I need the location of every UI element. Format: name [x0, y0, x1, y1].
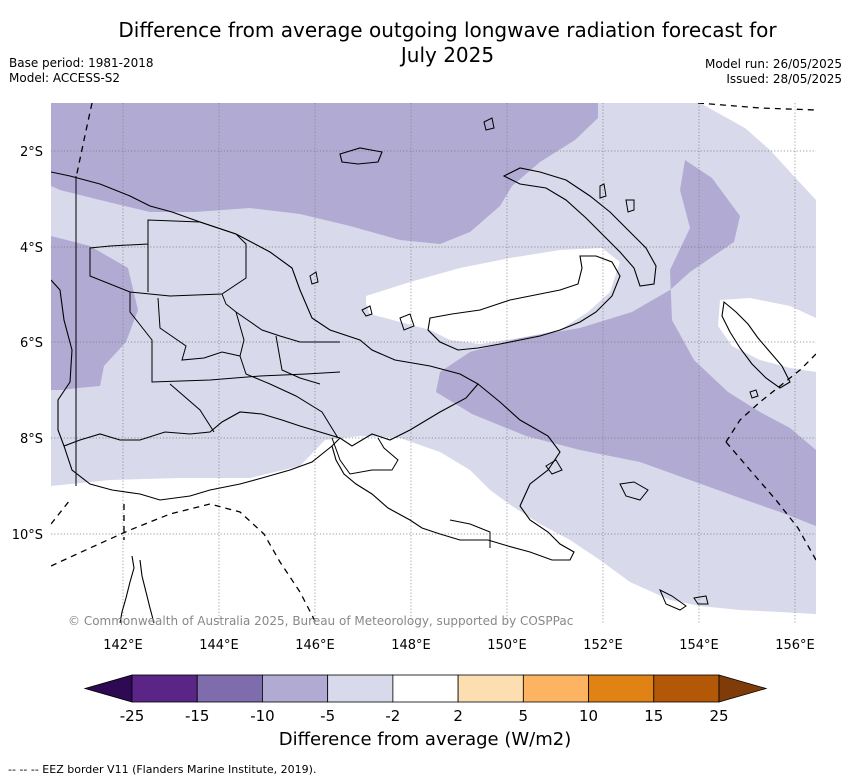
colorbar-tick-label: -15	[185, 707, 210, 725]
colorbar-tick-label: -5	[320, 707, 335, 725]
colorbar-swatch	[131, 674, 198, 703]
lon-tick-146e: 146°E	[295, 638, 335, 653]
eez-borders	[51, 103, 816, 623]
coastline-south-fly	[63, 445, 333, 501]
meta-right: Model run: 26/05/2025 Issued: 28/05/2025	[705, 57, 842, 87]
colorbar-swatch	[392, 674, 459, 703]
lat-tick-4s: 4°S	[20, 241, 43, 256]
lon-tick-142e: 142°E	[103, 638, 143, 653]
colorbar-tick-label: 5	[519, 707, 529, 725]
coastline-manus	[339, 147, 383, 165]
colorbar-tick-label: 2	[453, 707, 463, 725]
coastline-bougainville	[721, 300, 791, 389]
colorbar-tick-label: -10	[250, 707, 275, 725]
colorbar-swatch	[588, 674, 655, 703]
copyright-text: © Commonwealth of Australia 2025, Bureau…	[68, 614, 574, 628]
colorbar-swatch	[196, 674, 263, 703]
colorbar-tick-label: -2	[385, 707, 400, 725]
colorbar: -25 -15 -10 -5 -2 2 5 10 15 25	[83, 674, 768, 725]
base-period-text: Base period: 1981-2018	[9, 56, 154, 70]
map-area	[51, 103, 816, 623]
lon-tick-148e: 148°E	[391, 638, 431, 653]
chart-title: Difference from average outgoing longwav…	[0, 18, 850, 68]
lat-tick-10s: 10°S	[12, 528, 43, 543]
lat-tick-6s: 6°S	[20, 336, 43, 351]
model-run-text: Model run: 26/05/2025	[704, 57, 842, 71]
anomaly-fill-dark-west	[51, 236, 138, 390]
eez-border-note: -- -- -- EEZ border V11 (Flanders Marine…	[8, 763, 317, 776]
anomaly-fill-white-south	[51, 436, 816, 623]
lon-tick-144e: 144°E	[199, 638, 239, 653]
coastline-new-ireland	[502, 167, 657, 287]
colorbar-tick-label: 25	[709, 707, 728, 725]
coastline-new-britain	[427, 255, 621, 351]
lon-tick-156e: 156°E	[775, 638, 815, 653]
colorbar-swatch	[653, 674, 720, 703]
colorbar-label: Difference from average (W/m2)	[278, 729, 572, 750]
colorbar-tick-label: 15	[644, 707, 663, 725]
coastline-new-guinea	[51, 171, 479, 447]
lon-tick-152e: 152°E	[583, 638, 623, 653]
lat-tick-8s: 8°S	[20, 432, 43, 447]
anomaly-fill-dark-north	[51, 103, 598, 244]
anomaly-fill-white-northeast	[700, 103, 816, 200]
lon-tick-154e: 154°E	[679, 638, 719, 653]
coastline-small-islands	[309, 117, 759, 611]
meta-left: Base period: 1981-2018 Model: ACCESS-S2	[9, 56, 154, 86]
model-text: Model: ACCESS-S2	[9, 71, 121, 85]
anomaly-fill-white-solomons	[718, 298, 816, 372]
colorbar-swatch	[522, 674, 589, 703]
colorbar-swatch	[457, 674, 524, 703]
colorbar-tick-label: -25	[120, 707, 145, 725]
coastline-cape-york	[119, 555, 155, 623]
colorbar-swatch	[262, 674, 329, 703]
colorbar-extend-high	[718, 674, 768, 703]
lon-tick-labels: 142°E 144°E 146°E 148°E 150°E 152°E 154°…	[103, 638, 815, 653]
colorbar-extend-low	[83, 674, 133, 703]
lon-tick-150e: 150°E	[487, 638, 527, 653]
colorbar-swatch	[327, 674, 394, 703]
title-line-2: July 2025	[400, 43, 495, 67]
anomaly-fill-dark-east	[436, 160, 816, 526]
province-borders	[75, 176, 491, 548]
title-line-1: Difference from average outgoing longwav…	[118, 18, 777, 42]
colorbar-tick-label: 10	[579, 707, 598, 725]
issued-text: Issued: 28/05/2025	[726, 72, 842, 86]
lat-tick-2s: 2°S	[20, 145, 43, 160]
lat-tick-labels: 2°S 4°S 6°S 8°S 10°S	[12, 145, 43, 543]
